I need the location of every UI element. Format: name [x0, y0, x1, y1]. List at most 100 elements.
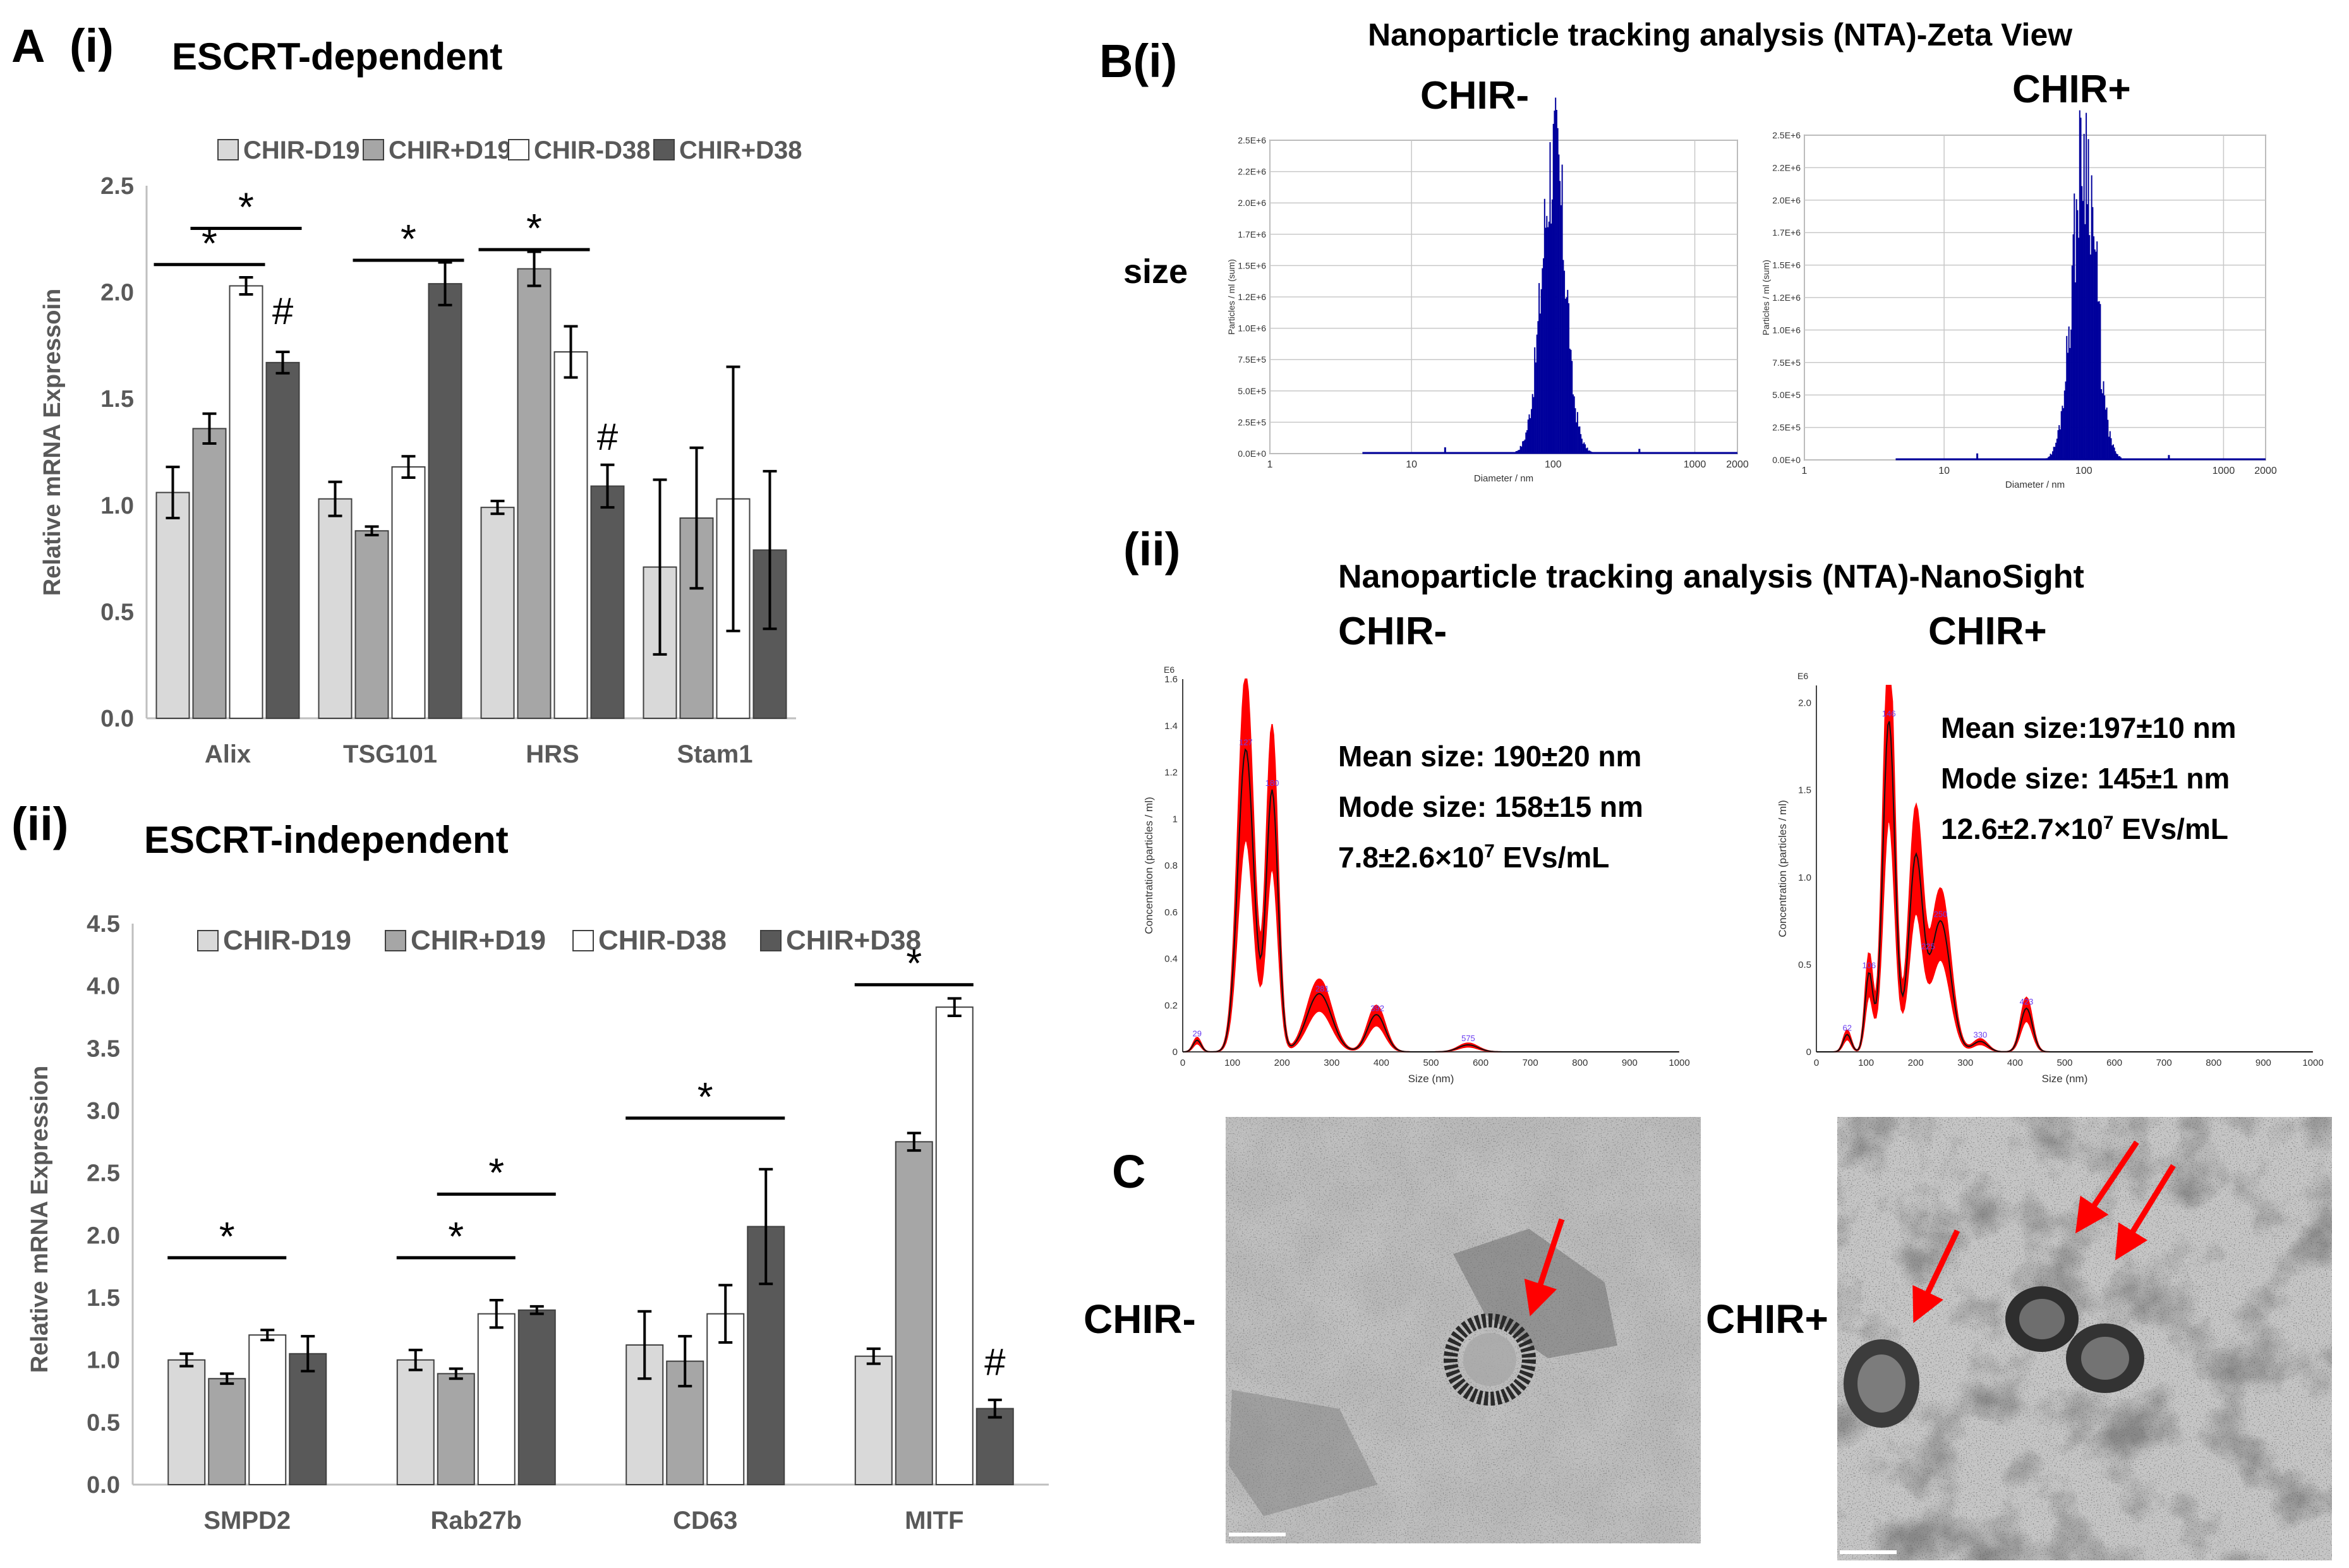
peak-label: 575 — [1461, 1034, 1475, 1043]
stats-line: Mode size: 158±15 nm — [1338, 790, 1643, 823]
y-tick-label: 2.5 — [87, 1161, 120, 1187]
y-tick-label: 2.2E+6 — [1772, 162, 1801, 172]
significance-star: * — [526, 205, 542, 251]
bar — [935, 1006, 974, 1486]
legend-swatch — [217, 139, 239, 160]
histogram-bar — [1564, 270, 1566, 454]
x-tick-label: 500 — [2056, 1058, 2072, 1068]
y-tick-label: 7.5E+5 — [1238, 354, 1266, 365]
histogram-bar — [1568, 303, 1570, 454]
y-tick-label: 1.6 — [1164, 674, 1178, 685]
histogram-bar — [2098, 301, 2100, 460]
histogram-bar — [2112, 444, 2114, 460]
histogram-bar — [2079, 110, 2080, 460]
x-tick-label: 2000 — [1726, 459, 1749, 470]
exponent: 7 — [1484, 841, 1495, 862]
x-tick-label: 500 — [1423, 1058, 1439, 1068]
histogram-bar — [2053, 447, 2055, 460]
y-tick-label: 5.0E+5 — [1772, 390, 1801, 400]
nanosight-plot-right: E6 0 0.5 1.0 1.5 2.0 0 100 200 300 400 500 600 700 800… — [1777, 671, 2324, 1085]
peak-label: 127 — [1239, 738, 1253, 747]
histogram-bar — [2082, 201, 2084, 460]
y-tick-label: 0.5 — [87, 1409, 120, 1436]
y-tick-label: 1.0E+6 — [1772, 325, 1801, 335]
stats-line: Mode size: 145±1 nm — [1941, 762, 2230, 795]
histogram-bar — [1552, 124, 1554, 454]
y-tick-label: 1.0 — [100, 493, 134, 519]
zeta-histogram-right: 0.0E+0 2.5E+5 5.0E+5 7.5E+5 1.0E+6 1.2E+6 1.5E… — [1761, 110, 2277, 490]
histogram-bar — [1564, 298, 1566, 454]
x-tick-label: 10 — [1938, 466, 1950, 476]
histogram-bar — [1530, 409, 1532, 454]
x-category-label: CD63 — [673, 1507, 737, 1535]
histogram-bar — [2084, 224, 2086, 460]
y-tick-label: 4.0 — [87, 974, 120, 1000]
y-tick-label: 0.5 — [1798, 960, 1811, 970]
chart-a-ii: CHIR-D19 CHIR+D19 CHIR-D38 CHIR+D38 Relativ… — [27, 911, 1049, 1535]
histogram-bar — [1543, 198, 1545, 454]
y-tick-label: 0.0E+0 — [1238, 449, 1266, 459]
histogram-bar — [2060, 411, 2062, 460]
histogram-bar — [1523, 440, 1525, 454]
histogram-bar — [2086, 204, 2088, 460]
histogram-bar — [2091, 175, 2092, 460]
bar — [167, 1359, 206, 1486]
histogram-bar — [1551, 199, 1553, 454]
nanosight-stats-left: Mean size: 190±20 nm Mode size: 158±15 nm… — [1338, 740, 1643, 874]
x-tick-label: 1 — [1802, 466, 1808, 476]
significance-star: * — [488, 1150, 504, 1195]
histogram-bar — [1525, 432, 1527, 454]
peak-label: 106 — [1862, 961, 1876, 970]
bar — [428, 283, 462, 719]
bar — [517, 1309, 556, 1486]
x-tick-label: 200 — [1908, 1058, 1924, 1068]
y-tick-label: 3.0 — [87, 1098, 120, 1125]
x-tick-label: 700 — [1523, 1058, 1538, 1068]
x-tick-label: 300 — [1957, 1058, 1973, 1068]
histogram-bar — [1515, 451, 1517, 454]
bar — [480, 507, 515, 719]
histogram-bar — [2044, 458, 2046, 460]
histogram-bar — [1583, 442, 1585, 454]
stats-line: 7.8±2.6×107 EVs/mL — [1338, 841, 1609, 874]
histogram-bar — [2067, 353, 2068, 460]
y-axis-label: Relative mRNA Expressoin — [39, 289, 66, 596]
significance-star: * — [401, 216, 416, 262]
histogram-bar — [1531, 394, 1533, 454]
histogram-bar — [1536, 334, 1538, 454]
x-tick-label: 400 — [1374, 1058, 1389, 1068]
unit-label: E6 — [1164, 665, 1174, 675]
stats-tail: EVs/mL — [1495, 841, 1610, 874]
panel-label-C: C — [1112, 1145, 1145, 1198]
x-tick-label: 900 — [1622, 1058, 1638, 1068]
x-tick-label: 2000 — [2254, 466, 2277, 476]
y-axis-label: Concentration (particles / ml) — [1777, 800, 1789, 937]
x-category-label: HRS — [526, 740, 579, 768]
bar — [895, 1141, 933, 1486]
x-tick-label: 300 — [1324, 1058, 1339, 1068]
histogram-bar — [1559, 181, 1561, 454]
y-tick-label: 2.0 — [100, 280, 134, 306]
legend-swatch — [572, 930, 594, 951]
histogram-bar — [1554, 111, 1555, 454]
histogram-bar — [2097, 301, 2099, 460]
arrow — [1912, 1229, 1960, 1324]
y-tick-label: 2.5E+5 — [1238, 417, 1266, 427]
histogram-bar — [2127, 459, 2129, 460]
x-tick-label: 100 — [1224, 1058, 1240, 1068]
x-axis-label: Diameter / nm — [2005, 479, 2065, 490]
histogram-bar — [2055, 442, 2057, 460]
bar — [477, 1313, 516, 1485]
bar — [517, 268, 552, 719]
x-tick-label: 400 — [2007, 1058, 2023, 1068]
histogram-bar — [1518, 449, 1520, 454]
histogram-bar — [1521, 446, 1523, 454]
histogram-bar — [2115, 451, 2117, 460]
x-tick-label: 0 — [1814, 1058, 1819, 1068]
histogram-bar — [2083, 133, 2085, 460]
histogram-bar — [2059, 429, 2061, 460]
histogram-bar — [2095, 251, 2097, 460]
histogram-bar — [1555, 109, 1557, 454]
significance-star: * — [906, 941, 922, 986]
histogram-bar — [2124, 459, 2126, 460]
